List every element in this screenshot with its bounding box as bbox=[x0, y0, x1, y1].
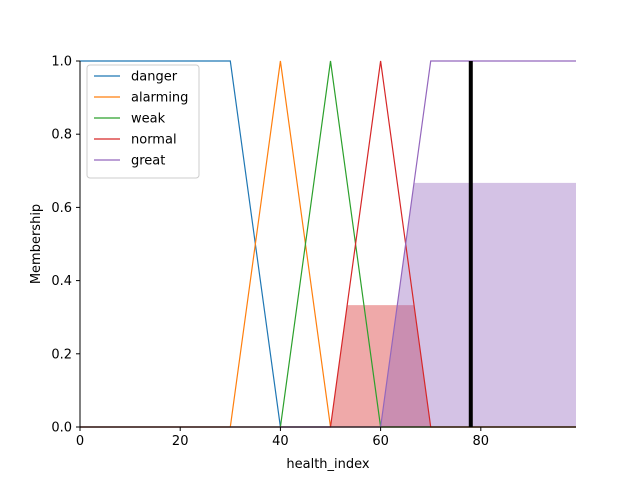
y-tick-label: 0.6 bbox=[51, 201, 72, 216]
x-tick-label: 20 bbox=[172, 434, 189, 449]
y-axis-ticks: 0.0 0.2 0.4 0.6 0.8 1.0 bbox=[51, 55, 80, 436]
legend-label-weak: weak bbox=[131, 112, 166, 127]
x-axis-ticks: 0 20 40 60 80 bbox=[76, 427, 489, 449]
x-tick-label: 60 bbox=[372, 434, 389, 449]
axes bbox=[79, 61, 576, 428]
legend-label-normal: normal bbox=[131, 133, 177, 148]
legend-label-danger: danger bbox=[131, 70, 178, 85]
y-axis-label: Membership bbox=[29, 204, 44, 284]
activation-area-normal bbox=[330, 305, 431, 427]
y-tick-label: 0.0 bbox=[51, 421, 72, 436]
y-tick-label: 1.0 bbox=[51, 55, 72, 70]
y-tick-label: 0.8 bbox=[51, 128, 72, 143]
x-axis-label: health_index bbox=[286, 457, 370, 472]
activation-areas bbox=[330, 182, 576, 427]
legend: danger alarming weak normal great bbox=[86, 64, 200, 179]
legend-label-great: great bbox=[131, 154, 165, 169]
x-tick-label: 0 bbox=[76, 434, 84, 449]
activation-area-great bbox=[380, 182, 576, 427]
y-tick-label: 0.4 bbox=[51, 274, 72, 289]
x-tick-label: 80 bbox=[473, 434, 490, 449]
x-tick-label: 40 bbox=[272, 434, 289, 449]
legend-box bbox=[86, 64, 200, 179]
legend-label-alarming: alarming bbox=[131, 91, 188, 106]
y-tick-label: 0.2 bbox=[51, 347, 72, 362]
